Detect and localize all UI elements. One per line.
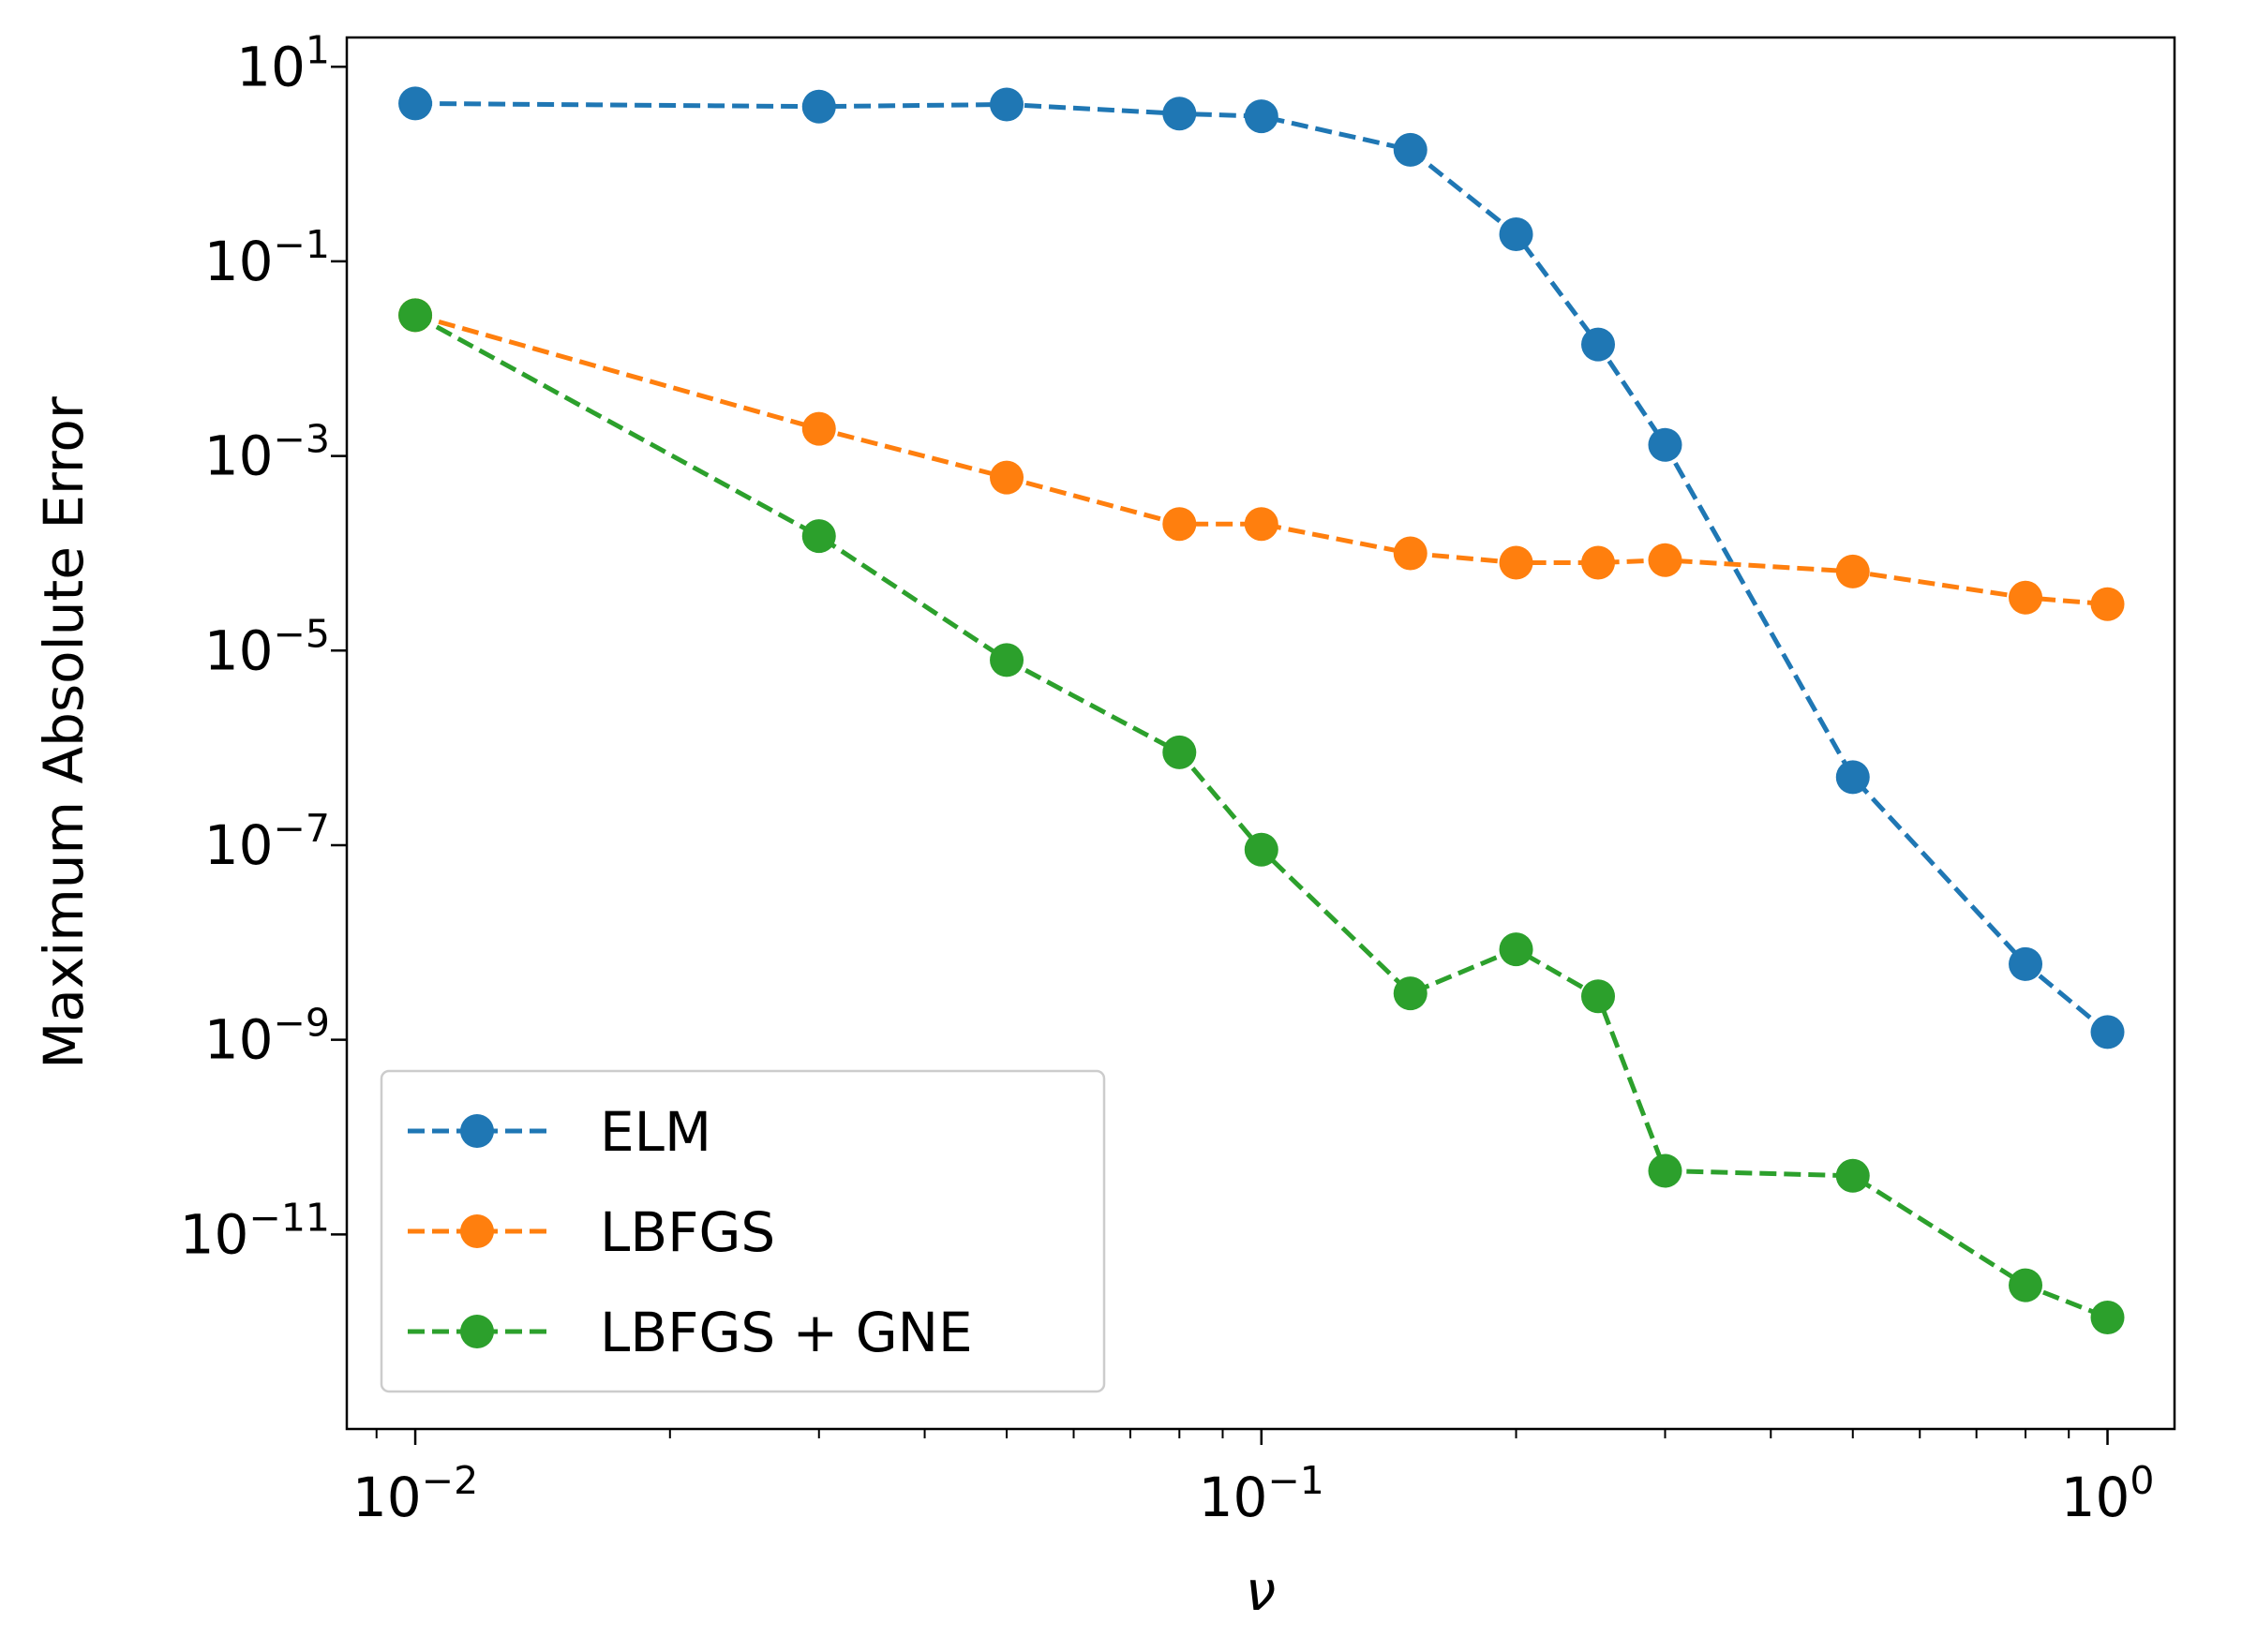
legend: ELM LBFGS LBFGS + GNE [380,1069,1106,1393]
data-point [801,519,836,554]
data-point [1581,545,1616,580]
data-point [2090,1015,2125,1049]
data-point [1835,1158,1870,1193]
data-point [2009,946,2043,981]
data-point [1581,979,1616,1014]
legend-swatch-marker [460,1214,494,1248]
data-point [1499,932,1533,967]
data-point [2009,1268,2043,1302]
data-point [1648,1153,1682,1188]
data-point [1162,507,1197,542]
x-axis: 10−2 10−1 100 [352,1429,2155,1529]
data-point [1648,543,1682,577]
data-point [1393,132,1427,167]
y-tick-label: 10−3 [204,417,330,488]
series-layer [398,86,2125,1334]
x-axis-label: ν [1246,1559,1276,1623]
legend-label: LBFGS + GNE [600,1301,973,1364]
y-tick-label: 10−5 [204,611,330,682]
data-point [1835,760,1870,795]
y-tick-label: 101 [236,27,330,98]
data-point [1581,327,1616,362]
data-point [1499,545,1533,580]
data-point [990,643,1024,677]
y-axis-label: Maximum Absolute Error [32,396,96,1069]
y-tick-label: 10−9 [204,1001,330,1072]
series-line [415,100,2110,1034]
data-point [1162,735,1197,769]
legend-item: ELM [408,1100,711,1164]
data-point [1244,507,1278,542]
data-point [2009,580,2043,615]
legend-label: LBFGS [600,1200,775,1264]
data-point [801,411,836,446]
data-point [1244,99,1278,134]
legend-swatch-marker [460,1315,494,1348]
data-point [398,86,433,121]
data-point [1648,427,1682,462]
data-point [1835,554,1870,588]
series-lbfgs-gne [398,298,2125,1334]
x-tick-label: 10−1 [1199,1458,1324,1529]
y-tick-label: 10−1 [204,222,330,293]
y-axis: 101 10−1 10−3 10−5 10−7 10−9 10−11 [180,27,347,1266]
legend-item: LBFGS [408,1200,775,1264]
series-line [413,313,2109,1320]
data-point [801,89,836,124]
data-point [990,87,1024,122]
data-point [2090,1300,2125,1334]
data-point [1499,216,1533,251]
data-point [1393,976,1427,1011]
y-tick-label: 10−7 [204,806,330,877]
data-point [1162,97,1197,131]
legend-item: LBFGS + GNE [408,1301,973,1364]
x-tick-label: 10−2 [352,1458,478,1529]
data-point [990,460,1024,495]
data-point [398,298,433,333]
series-line [414,312,2108,607]
axes-frame [345,36,2176,1431]
legend-label: ELM [600,1100,711,1164]
x-tick-label: 100 [2061,1458,2155,1529]
legend-box [380,1069,1106,1393]
legend-swatch-marker [460,1114,494,1148]
data-point [1244,832,1278,867]
y-tick-label: 10−11 [180,1195,330,1266]
data-point [2090,587,2125,621]
data-point [1393,536,1427,571]
series-elm [398,86,2125,1049]
